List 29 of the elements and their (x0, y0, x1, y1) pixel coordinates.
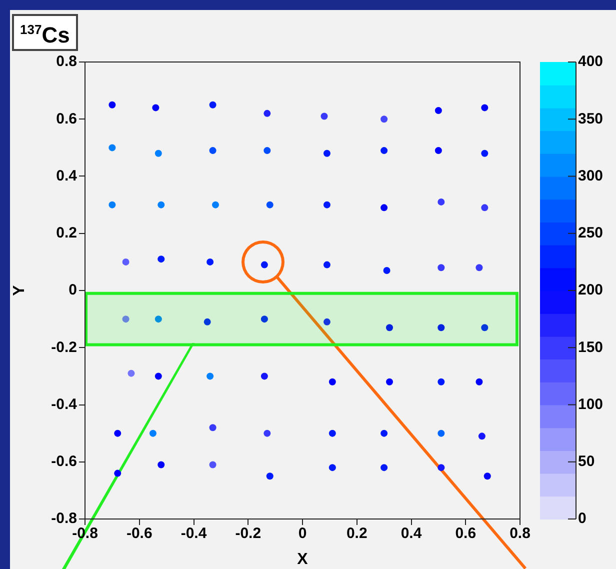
color-bar-label: 250 (578, 224, 604, 242)
y-tick-label: -0.8 (51, 510, 77, 528)
color-bar-label: 300 (578, 167, 604, 184)
x-axis-title: X (297, 550, 308, 568)
x-tick-label: 0.8 (510, 525, 530, 542)
color-bar-label: 100 (578, 396, 604, 413)
x-tick-label: 0.4 (400, 525, 422, 542)
x-tick-label: 0.2 (346, 525, 368, 542)
chart-title: $^{137}$Cs (12, 14, 78, 52)
color-bar-label: 350 (578, 110, 604, 128)
color-bar-label: 200 (578, 282, 604, 299)
x-tick-label: 0.6 (455, 525, 476, 542)
y-tick-label: 0 (68, 282, 77, 299)
color-bar-label: 150 (578, 338, 604, 356)
y-tick-label: -0.2 (51, 338, 77, 356)
y-axis-title: Y (11, 284, 28, 296)
y-tick-label: 0.4 (56, 167, 78, 184)
x-tick-label: -0.2 (235, 525, 262, 542)
y-tick-label: -0.4 (51, 396, 78, 413)
y-tick-label: 0.8 (56, 53, 77, 70)
x-tick-label: -0.4 (180, 525, 208, 542)
color-bar-label: 400 (578, 53, 604, 70)
color-bar-label: 50 (578, 453, 595, 470)
color-bar-label: 0 (578, 510, 586, 528)
y-tick-label: 0.6 (56, 110, 77, 128)
x-tick-label: -0.6 (126, 525, 152, 542)
y-tick-label: 0.2 (56, 224, 77, 242)
x-tick-label: 0 (298, 525, 307, 542)
y-tick-label: -0.6 (51, 453, 77, 470)
